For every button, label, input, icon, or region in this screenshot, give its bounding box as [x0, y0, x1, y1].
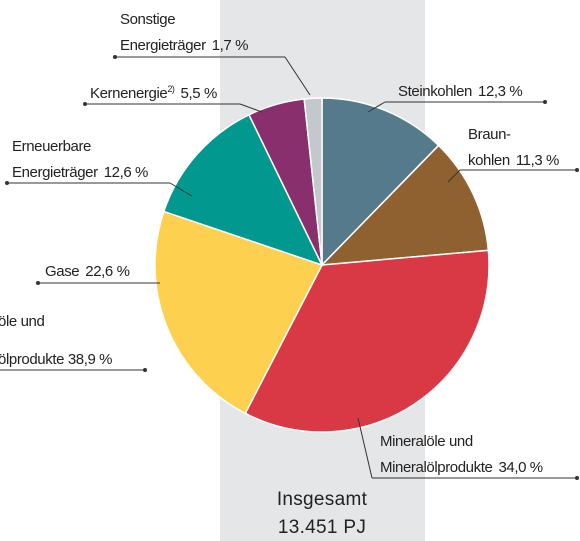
pie-slice [154, 210, 324, 415]
slice-label: Kernenergie2) 5,5 % [90, 84, 217, 102]
leader-dot [5, 181, 9, 185]
footnote-mark: 2) [167, 84, 175, 94]
pie-slice [303, 97, 323, 266]
slice-value: 34,0 % [498, 459, 542, 476]
leader-line [115, 56, 311, 96]
slice-value: 1,7 % [212, 37, 248, 54]
slice-name: Kernenergie [90, 85, 167, 102]
slice-name: Energieträger [12, 164, 98, 181]
leader-line [85, 103, 263, 113]
slice-name: Energieträger [120, 37, 206, 54]
slice-label: Energieträger 12,6 % [12, 164, 148, 181]
slice-label: Energieträger 1,7 % [120, 37, 248, 54]
slice-label: Steinkohlen 12,3 % [398, 83, 522, 100]
slice-value: 12,3 % [478, 83, 522, 100]
cropped-label: öle und [0, 313, 44, 330]
slice-name: Mineralöle und [380, 433, 473, 450]
slice-label: Mineralölprodukte 34,0 % [380, 459, 543, 476]
slice-value: 22,6 % [85, 263, 129, 280]
total-value: 13.451 PJ [278, 517, 366, 538]
leader-dot [575, 168, 579, 172]
leader-line [7, 182, 193, 197]
slice-label: Braun- [468, 126, 511, 143]
labels: Steinkohlen 12,3 % Braun-kohlen 11,3 % Miner… [0, 11, 579, 480]
leader-dot [575, 476, 579, 480]
slice-label: Gase 22,6 % [45, 263, 130, 280]
cropped-label: ölprodukte 38,9 % [0, 351, 112, 368]
slice-value: 12,6 % [104, 164, 148, 181]
slice-name: Steinkohlen [398, 83, 472, 100]
slice-label: Sonstige [120, 11, 175, 28]
leader-line [367, 101, 545, 113]
slice-name: Braun- [468, 126, 511, 143]
leader-dot [113, 55, 117, 59]
slice-name: Gase [45, 263, 79, 280]
leader-dot [36, 281, 40, 285]
pie-slice [320, 144, 490, 266]
leader-dot [543, 100, 547, 104]
leader-dot [83, 102, 87, 106]
slice-label: Erneuerbare [12, 138, 91, 155]
pie-slice [321, 97, 440, 267]
total-label: Insgesamt [277, 489, 368, 510]
pie [154, 97, 490, 433]
slice-label: Mineralöle und [380, 433, 473, 450]
leader-line [357, 417, 577, 479]
leader-line [447, 169, 577, 183]
slice-label: kohlen 11,3 % [468, 152, 559, 169]
slice-name: Sonstige [120, 11, 175, 28]
slice-name: Mineralölprodukte [380, 459, 492, 476]
slice-value: 11,3 % [516, 152, 559, 169]
slice-name: kohlen [468, 152, 510, 169]
slice-name: Erneuerbare [12, 138, 91, 155]
slice-value: 5,5 % [181, 85, 217, 102]
leader-dot [143, 368, 147, 372]
pie-slice [162, 113, 324, 267]
